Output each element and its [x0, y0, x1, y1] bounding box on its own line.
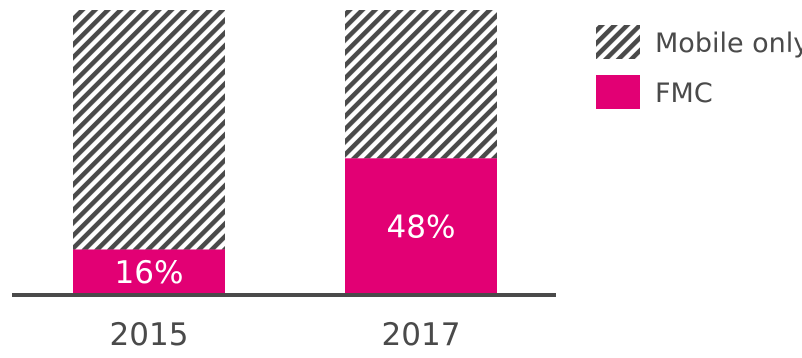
bars-group	[73, 10, 497, 295]
bar-fmc-2015	[73, 249, 225, 295]
x-tick-label-2017: 2017	[382, 317, 461, 353]
data-labels-group: 16% 48%	[115, 210, 456, 292]
x-axis-tick-labels: 2015 2017	[110, 317, 461, 353]
legend-label-fmc: FMC	[655, 78, 713, 109]
bar-mobile-only-2015	[73, 10, 225, 250]
legend-label-mobile-only: Mobile only	[655, 28, 802, 59]
legend-swatch-mobile-only	[596, 25, 640, 59]
legend-swatch-fmc	[596, 75, 640, 109]
x-tick-label-2015: 2015	[110, 317, 189, 353]
bar-mobile-only-2017	[345, 10, 497, 159]
legend: Mobile only FMC	[596, 25, 802, 109]
data-label-2015: 16%	[115, 255, 184, 291]
data-label-2017: 48%	[387, 210, 456, 246]
bar-fmc-2017	[345, 158, 497, 295]
